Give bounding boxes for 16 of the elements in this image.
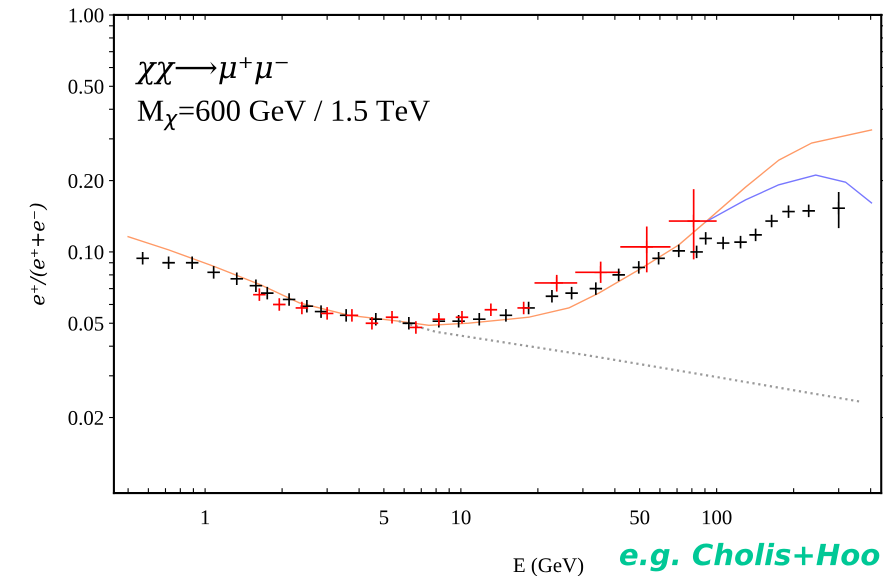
annotation: M$_{χ}$=600 GeV / 1.5 TeV	[138, 100, 430, 130]
y-axis-title: e⁺/(e⁺+e⁻)	[29, 204, 48, 305]
x-axis-title: E (GeV)	[514, 558, 584, 576]
annotation: χχ⟶μ⁺μ⁻	[135, 57, 288, 85]
y-tick-label: 0.20	[68, 174, 104, 188]
text: e.g. Cholis+Hoo	[620, 542, 880, 572]
x-tick-label: 100	[702, 510, 732, 524]
x-tick-label: 5	[380, 510, 388, 524]
y-tick-label: 0.50	[68, 80, 104, 94]
x-tick-label: 10	[452, 510, 470, 524]
y-tick-label: 0.02	[68, 410, 104, 426]
x-tick-label: 1	[202, 510, 210, 524]
y-tick-label: 0.10	[68, 245, 104, 260]
x-tick-label: 50	[630, 510, 650, 524]
y-tick-label: 0.05	[68, 316, 104, 331]
y-tick-label: 1.00	[70, 8, 104, 22]
